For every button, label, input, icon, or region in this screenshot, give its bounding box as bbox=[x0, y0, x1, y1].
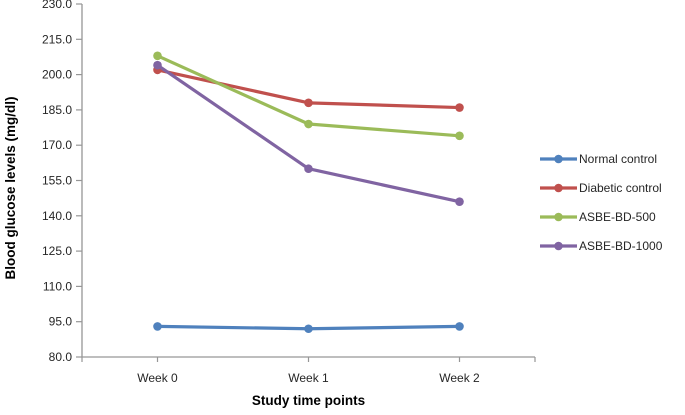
legend-item-diabetic-control: Diabetic control bbox=[540, 173, 662, 202]
data-point-marker-normal-control bbox=[455, 322, 464, 331]
data-point-marker-diabetic-control bbox=[455, 103, 464, 112]
y-tick-label: 110.0 bbox=[43, 279, 72, 293]
y-tick-label: 155.0 bbox=[42, 174, 72, 188]
legend-item-asbe-bd-1000: ASBE-BD-1000 bbox=[540, 231, 662, 260]
x-tick-label: Week 0 bbox=[137, 371, 178, 385]
y-tick-label: 170.0 bbox=[42, 138, 72, 152]
data-point-marker-asbe-bd-500 bbox=[455, 131, 464, 141]
legend-label: Normal control bbox=[579, 151, 658, 166]
y-tick-label: 95.0 bbox=[49, 315, 73, 329]
data-point-marker-asbe-bd-1000 bbox=[455, 197, 464, 206]
legend-marker-icon bbox=[540, 241, 577, 250]
x-axis-title: Study time points bbox=[251, 393, 366, 408]
y-tick-label: 185.0 bbox=[42, 103, 72, 117]
y-tick-label: 200.0 bbox=[42, 68, 72, 82]
data-point-marker-normal-control bbox=[304, 324, 313, 334]
data-point-marker-diabetic-control bbox=[304, 98, 313, 108]
x-tick-label: Week 1 bbox=[288, 371, 329, 385]
legend-label: ASBE-BD-1000 bbox=[579, 238, 663, 253]
y-tick-label: 230.0 bbox=[42, 0, 72, 11]
legend-label: ASBE-BD-500 bbox=[579, 209, 656, 224]
y-axis-title: Blood glucose levels (mg/dl) bbox=[3, 96, 18, 280]
legend-item-normal-control: Normal control bbox=[540, 144, 662, 173]
legend: Normal control Diabetic control ASBE-BD-50… bbox=[540, 144, 662, 260]
data-point-marker-asbe-bd-1000 bbox=[153, 60, 162, 70]
y-tick-label: 140.0 bbox=[42, 209, 72, 223]
data-point-marker-normal-control bbox=[153, 322, 162, 331]
legend-item-asbe-bd-500: ASBE-BD-500 bbox=[540, 202, 662, 231]
legend-marker-icon bbox=[540, 154, 577, 163]
y-tick-label: 125.0 bbox=[42, 244, 72, 258]
legend-marker-icon bbox=[540, 212, 577, 221]
y-tick-label: 215.0 bbox=[42, 32, 72, 46]
legend-marker-icon bbox=[540, 183, 577, 192]
data-point-marker-asbe-bd-1000 bbox=[304, 164, 313, 174]
legend-label: Diabetic control bbox=[579, 180, 662, 195]
y-tick-label: 80.0 bbox=[49, 350, 73, 364]
x-tick-label: Week 2 bbox=[439, 371, 480, 385]
data-point-marker-asbe-bd-500 bbox=[304, 119, 313, 129]
data-point-marker-asbe-bd-500 bbox=[153, 51, 162, 61]
